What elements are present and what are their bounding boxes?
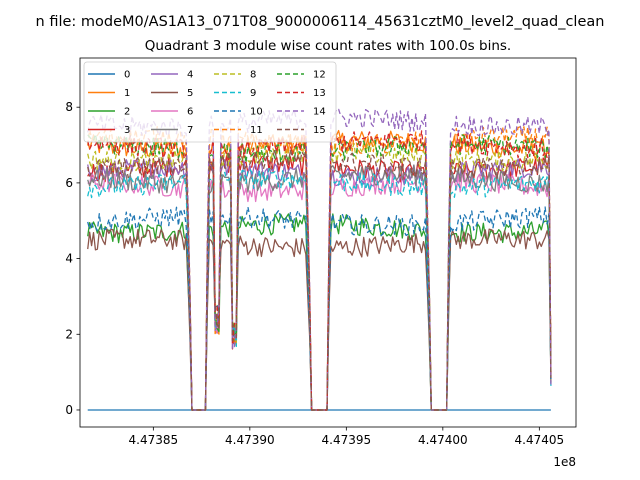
x-offset-label: 1e8 [553, 455, 576, 469]
series-line-4 [87, 158, 552, 411]
legend-label-6: 6 [187, 107, 193, 118]
series-layer [87, 108, 552, 411]
series-line-2 [87, 213, 552, 411]
y-tick-label: 4 [65, 252, 73, 266]
legend-label-13: 13 [313, 88, 326, 99]
series-line-3 [87, 154, 552, 411]
plot-frame [79, 57, 577, 428]
y-tick-label: 6 [65, 176, 73, 190]
x-axis: 4.47385 4.47390 4.47395 4.47400 4.47405 [129, 427, 565, 447]
x-tick-label: 4.47385 [129, 433, 179, 447]
chart-title: Quadrant 3 module wise count rates with … [145, 38, 511, 54]
series-line-9 [87, 167, 552, 411]
legend-label-8: 8 [250, 70, 256, 81]
legend-label-12: 12 [313, 70, 326, 81]
x-tick-label: 4.47405 [515, 433, 565, 447]
legend-label-11: 11 [250, 125, 263, 136]
series-line-5 [87, 228, 552, 411]
series-line-8 [87, 142, 552, 411]
legend-label-9: 9 [250, 88, 256, 99]
legend-label-2: 2 [124, 107, 130, 118]
y-tick-label: 2 [65, 327, 73, 341]
figure-suptitle: n file: modeM0/AS1A13_071T08_9000006114_… [36, 14, 605, 30]
series-line-11 [87, 125, 552, 411]
x-tick-label: 4.47390 [225, 433, 275, 447]
legend-label-7: 7 [187, 125, 193, 136]
legend-label-5: 5 [187, 88, 193, 99]
series-line-6 [87, 171, 552, 411]
legend-box [83, 61, 337, 143]
legend-label-15: 15 [313, 125, 326, 136]
legend-label-4: 4 [187, 70, 193, 81]
y-axis: 0 2 4 6 8 [65, 100, 80, 417]
legend-label-1: 1 [124, 88, 130, 99]
series-line-7 [87, 164, 552, 411]
series-line-15 [87, 149, 552, 411]
legend-label-14: 14 [313, 107, 326, 118]
y-tick-label: 0 [65, 403, 73, 417]
x-tick-label: 4.47400 [418, 433, 468, 447]
y-tick-label: 8 [65, 100, 73, 114]
x-tick-label: 4.47395 [322, 433, 372, 447]
legend-label-0: 0 [124, 70, 130, 81]
legend-label-3: 3 [124, 125, 130, 136]
legend-label-10: 10 [250, 107, 263, 118]
